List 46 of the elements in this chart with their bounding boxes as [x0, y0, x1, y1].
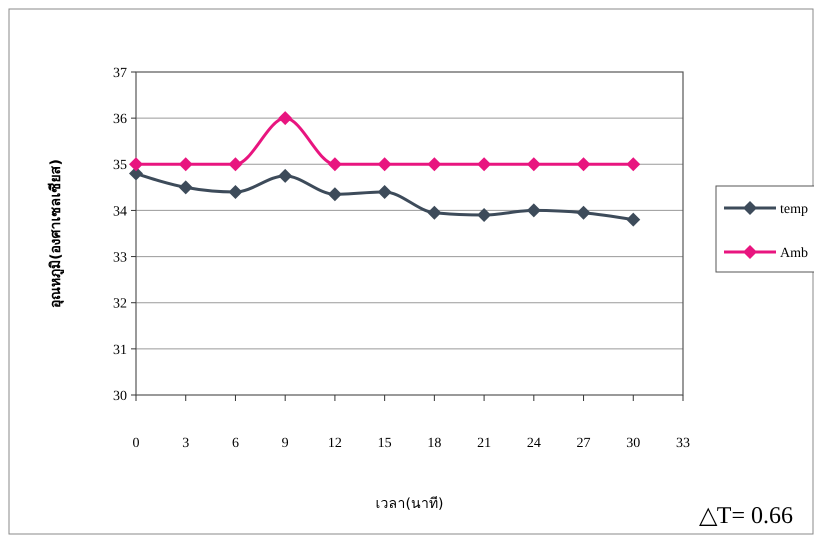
x-tick-label: 12	[328, 436, 342, 451]
point	[178, 180, 193, 194]
x-tick-label: 21	[477, 436, 492, 451]
legend-label: Amb	[780, 246, 808, 261]
x-tick-label: 0	[132, 436, 140, 451]
point	[278, 111, 292, 126]
point	[178, 157, 193, 172]
point	[378, 184, 392, 199]
y-tick-label: 34	[113, 204, 127, 220]
x-tick-label: 9	[282, 436, 289, 451]
point	[626, 212, 640, 227]
point	[129, 157, 143, 172]
x-tick-label: 3	[182, 436, 190, 451]
text: △T= 0.66	[698, 503, 793, 529]
y-tick-label: 31	[113, 342, 127, 358]
x-tick-label: 15	[378, 436, 392, 451]
point	[328, 187, 342, 202]
point	[576, 157, 591, 172]
x-tick-label: 6	[232, 436, 239, 451]
point	[278, 168, 292, 183]
point	[626, 157, 640, 172]
point	[378, 157, 392, 172]
x-tick-label: 24	[526, 436, 541, 451]
x-tick-label: 27	[576, 436, 591, 451]
y-tick-label: 36	[113, 112, 127, 128]
point	[576, 206, 591, 220]
y-tick-label: 30	[113, 388, 127, 404]
point	[427, 206, 442, 220]
point	[526, 157, 541, 172]
point	[328, 157, 342, 172]
point	[228, 184, 242, 199]
x-axis-title: เวลา(นาที)	[376, 496, 444, 512]
x-tick-label: 18	[427, 436, 442, 451]
point	[427, 157, 442, 172]
point	[477, 157, 492, 172]
y-tick-label: 37	[113, 66, 127, 81]
point	[477, 208, 492, 222]
x-tick-label: 30	[626, 436, 640, 451]
point	[526, 203, 541, 218]
y-axis-title: อุณหภูมิ(องศาเซลเซียส)	[48, 159, 64, 308]
y-tick-label: 35	[113, 158, 127, 174]
y-tick-label: 32	[113, 296, 127, 312]
point	[228, 157, 242, 172]
x-tick-label: 33	[676, 436, 690, 451]
y-tick-label: 33	[113, 250, 127, 266]
legend-label: temp	[780, 202, 808, 217]
